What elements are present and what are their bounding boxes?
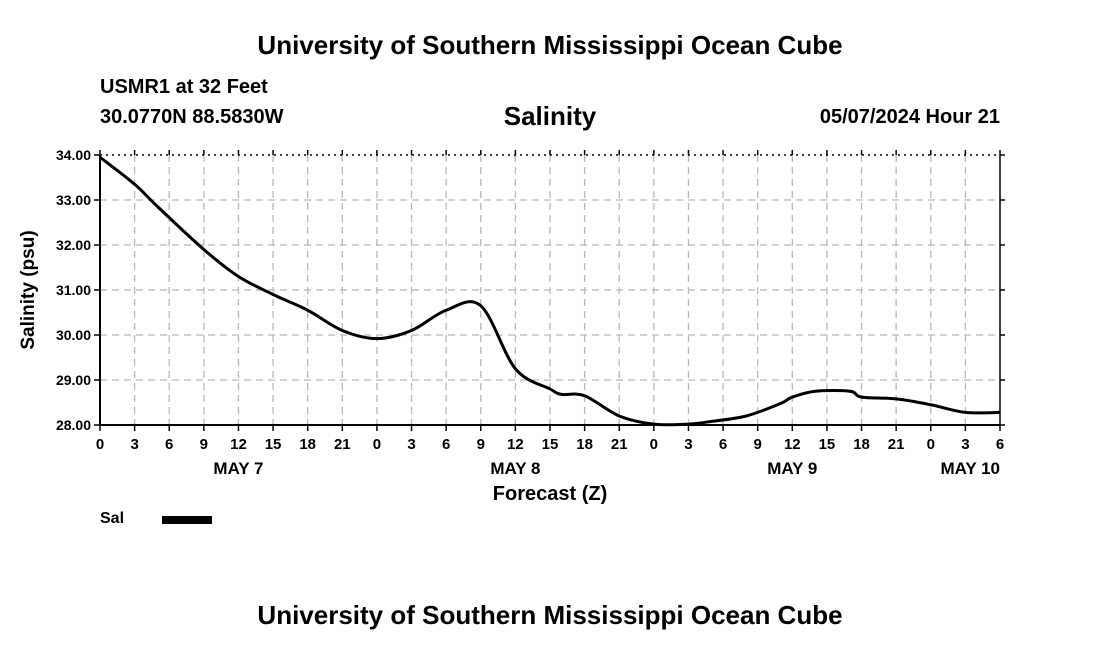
- x-tick-label: 18: [576, 436, 593, 453]
- x-tick-label: 9: [200, 436, 208, 453]
- forecast-datetime: 05/07/2024 Hour 21: [819, 106, 1000, 128]
- x-tick-label: 9: [477, 436, 485, 453]
- y-tick-label: 32.00: [56, 237, 91, 253]
- x-tick-label: 6: [442, 436, 450, 453]
- x-tick-label: 6: [996, 436, 1004, 453]
- x-tick-label: 9: [754, 436, 762, 453]
- date-label: MAY 7: [213, 459, 263, 478]
- y-tick-label: 34.00: [56, 147, 91, 163]
- date-label: MAY 9: [767, 459, 817, 478]
- series-line-sal: [99, 156, 1001, 427]
- chart-title: Salinity: [503, 101, 597, 131]
- x-tick-label: 6: [719, 436, 727, 453]
- y-tick-label: 33.00: [56, 192, 91, 208]
- x-tick-label: 6: [165, 436, 173, 453]
- x-tick-label: 21: [334, 436, 351, 453]
- y-tick-label: 28.00: [56, 417, 91, 433]
- x-tick-label: 0: [373, 436, 381, 453]
- x-tick-label: 12: [230, 436, 247, 453]
- x-tick-label: 3: [684, 436, 692, 453]
- date-label: MAY 10: [940, 459, 1000, 478]
- legend-swatch: [162, 516, 212, 524]
- x-tick-label: 15: [542, 436, 559, 453]
- coordinates-label: 30.0770N 88.5830W: [100, 106, 284, 128]
- y-tick-label: 29.00: [56, 372, 91, 388]
- x-axis-title: Forecast (Z): [493, 483, 607, 505]
- page-title: University of Southern Mississippi Ocean…: [257, 30, 843, 60]
- x-tick-label: 18: [299, 436, 316, 453]
- x-tick-label: 3: [407, 436, 415, 453]
- x-tick-label: 3: [961, 436, 969, 453]
- x-tick-label: 0: [927, 436, 935, 453]
- legend-label: Sal: [100, 510, 125, 527]
- date-label: MAY 8: [490, 459, 540, 478]
- y-tick-label: 31.00: [56, 282, 91, 298]
- x-tick-label: 12: [784, 436, 801, 453]
- x-tick-label: 12: [507, 436, 524, 453]
- x-tick-label: 21: [888, 436, 905, 453]
- x-tick-label: 15: [819, 436, 836, 453]
- x-tick-label: 18: [853, 436, 870, 453]
- x-tick-label: 3: [130, 436, 138, 453]
- x-tick-label: 0: [96, 436, 104, 453]
- x-tick-label: 15: [265, 436, 282, 453]
- y-tick-label: 30.00: [56, 327, 91, 343]
- x-tick-label: 0: [650, 436, 658, 453]
- footer-title: University of Southern Mississippi Ocean…: [257, 600, 843, 630]
- station-label: USMR1 at 32 Feet: [100, 76, 268, 98]
- y-axis-title: Salinity (psu): [18, 230, 39, 349]
- x-tick-label: 21: [611, 436, 628, 453]
